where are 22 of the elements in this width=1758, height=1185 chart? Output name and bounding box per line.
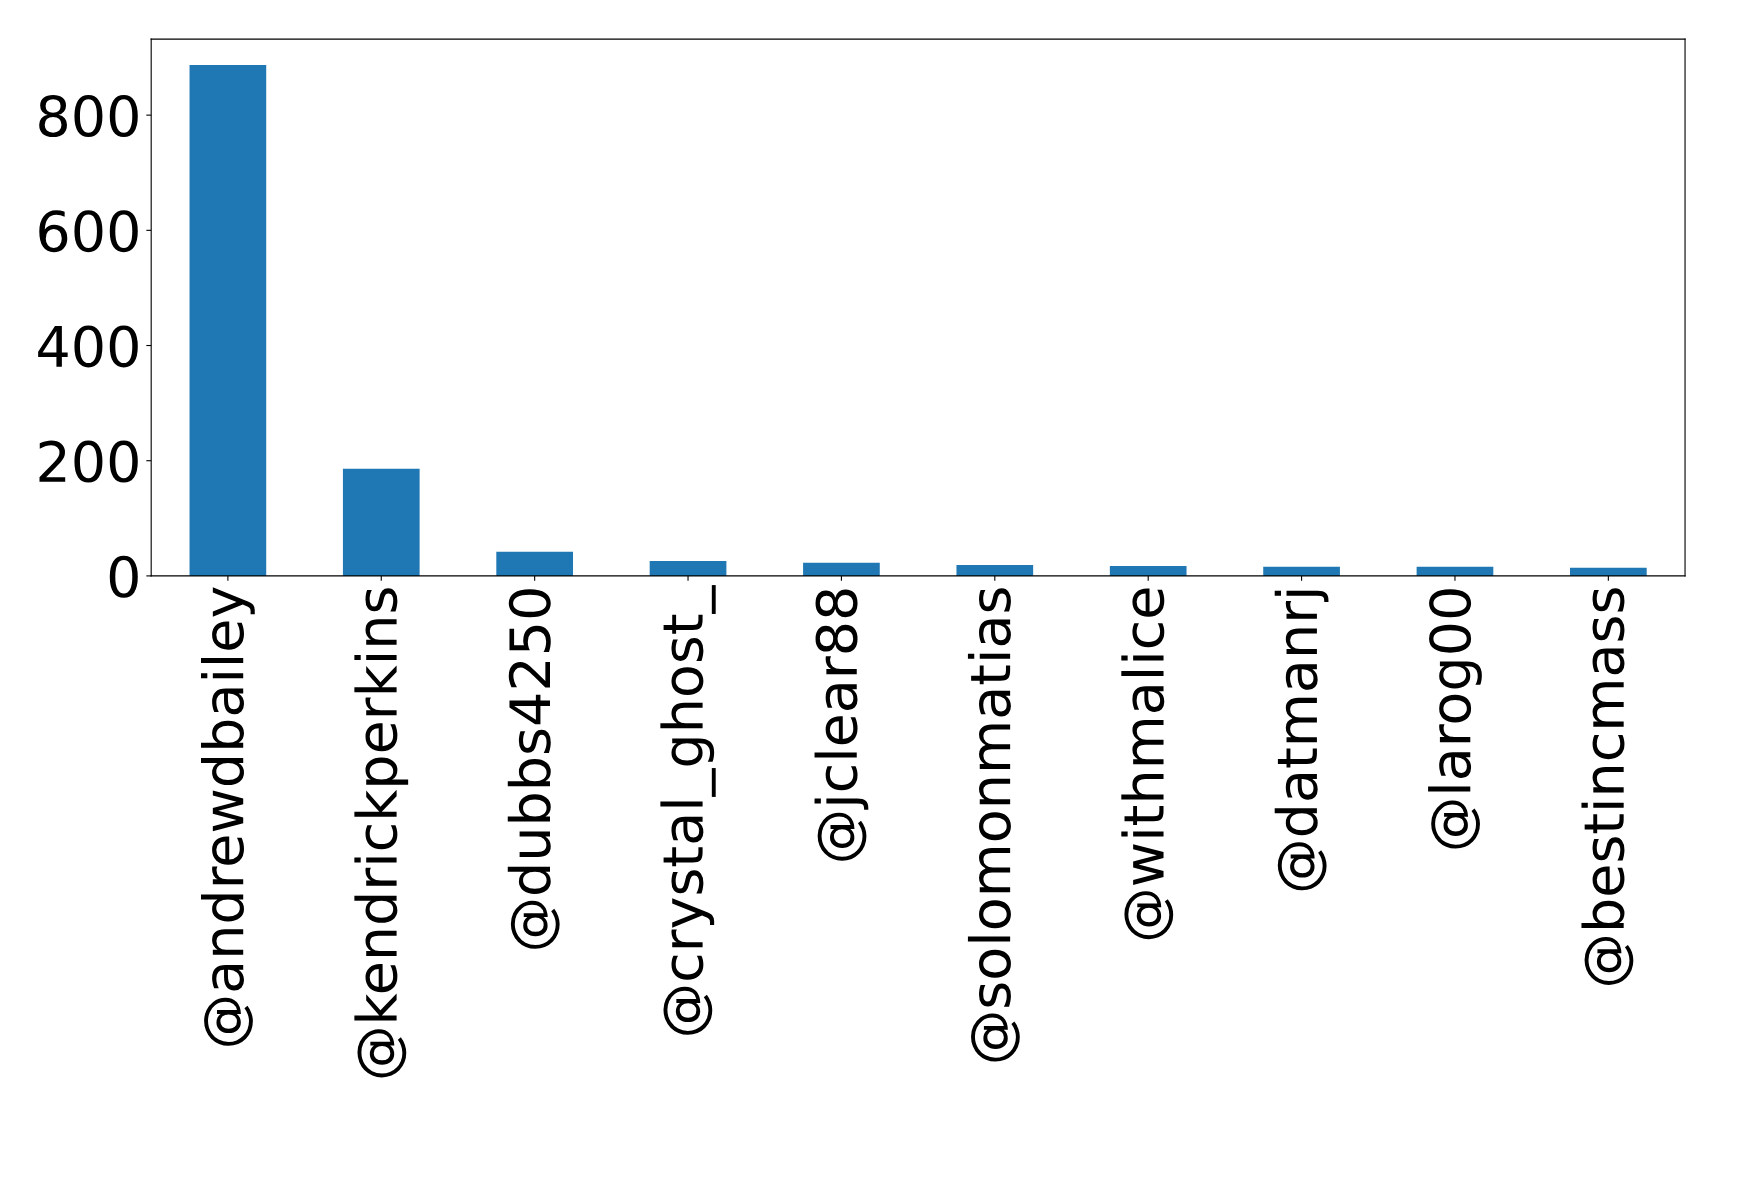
bar — [1109, 566, 1187, 576]
bar — [649, 560, 727, 576]
bar — [189, 65, 267, 576]
bar — [956, 564, 1034, 576]
y-tick-label: 800 — [39, 95, 138, 138]
bar — [342, 468, 420, 576]
x-tick-label: @andrewdbailey — [201, 587, 255, 1046]
y-tick-label: 200 — [39, 440, 138, 483]
x-tick-label: @bestincmass — [1581, 588, 1634, 985]
x-tick-label: @dubbs4250 — [507, 589, 560, 949]
x-tick-label: @larog00 — [1428, 589, 1482, 849]
y-tick-label: 0 — [109, 555, 138, 598]
bar — [803, 562, 880, 576]
x-tick-label: @jclear88 — [814, 589, 869, 861]
x-tick-label: @withmalice — [1121, 588, 1174, 940]
y-tick-label: 400 — [38, 325, 138, 368]
y-tick-label: 600 — [39, 210, 138, 253]
x-tick-label: @crystal_ghost_ — [660, 585, 716, 1035]
x-tick-label: @solomonmatias — [967, 588, 1020, 1062]
x-tick-label: @datmanrj — [1274, 590, 1329, 891]
x-tick-label: @kendrickperkins — [354, 588, 409, 1078]
bar — [496, 551, 573, 576]
